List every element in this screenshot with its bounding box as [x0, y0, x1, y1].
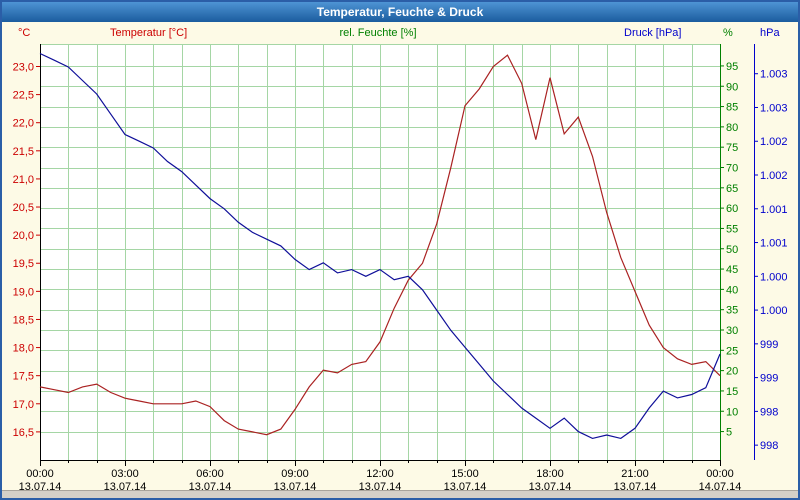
temperature-tick-label: 19,5 — [13, 258, 34, 270]
humidity-tick-label: 35 — [726, 305, 738, 317]
chart-plot[interactable]: 23,0 22,5 22,0 21,5 21,0 20,5 20,0 19,5 19,0 18,5… — [2, 42, 798, 490]
series-line-druck — [39, 52, 721, 440]
humidity-tick-label: 85 — [726, 102, 738, 114]
window-title: Temperatur, Feuchte & Druck — [316, 5, 484, 19]
pressure-tick-label: 998 — [760, 406, 778, 418]
date-tick-label: 14.07.14 — [699, 481, 742, 490]
temperature-tick-label: 16,5 — [13, 427, 34, 439]
date-tick-label: 13.07.14 — [104, 481, 147, 490]
humidity-tick-label: 5 — [726, 427, 732, 439]
humidity-tick-label: 50 — [726, 244, 738, 256]
time-tick-label: 09:00 — [281, 468, 309, 480]
series-line-temperatur — [39, 54, 721, 436]
humidity-tick-label: 45 — [726, 264, 738, 276]
date-tick-label: 13.07.14 — [359, 481, 402, 490]
humidity-axis-title: rel. Feuchte [%] — [339, 27, 417, 39]
time-tick-label: 03:00 — [111, 468, 139, 480]
horizontal-scrollbar[interactable] — [2, 490, 798, 498]
time-tick-label: 06:00 — [196, 468, 224, 480]
temp-unit-label: °C — [18, 27, 31, 39]
gridlines — [40, 44, 721, 460]
time-tick-label: 15:00 — [451, 468, 479, 480]
humidity-tick-label: 30 — [726, 325, 738, 337]
humidity-tick-label: 15 — [726, 386, 738, 398]
humidity-axis-labels: 95 90 85 80 75 70 65 60 55 50 45 40 35 30 25 20 15 10 5 — [720, 61, 738, 439]
pressure-tick-label: 998 — [760, 440, 778, 452]
pressure-tick-label: 1.003 — [760, 69, 788, 81]
pressure-tick-label: 1.002 — [760, 170, 788, 182]
time-tick-label: 12:00 — [366, 468, 394, 480]
pressure-tick-label: 999 — [760, 373, 778, 385]
temp-axis-title: Temperatur [°C] — [110, 27, 188, 39]
humidity-tick-label: 75 — [726, 142, 738, 154]
humidity-tick-label: 20 — [726, 366, 738, 378]
time-tick-label: 18:00 — [536, 468, 564, 480]
humidity-tick-label: 60 — [726, 203, 738, 215]
time-tick-label: 21:00 — [621, 468, 649, 480]
humidity-tick-label: 80 — [726, 122, 738, 134]
pressure-tick-label: 1.003 — [760, 102, 788, 114]
temperature-tick-label: 19,0 — [13, 286, 34, 298]
time-axis-labels: 00:0013.07.1403:0013.07.1406:0013.07.140… — [19, 460, 742, 490]
humidity-tick-label: 70 — [726, 163, 738, 175]
time-tick-label: 00:00 — [26, 468, 54, 480]
date-tick-label: 13.07.14 — [19, 481, 62, 490]
temperature-tick-label: 17,5 — [13, 371, 34, 383]
date-tick-label: 13.07.14 — [274, 481, 317, 490]
pressure-tick-label: 1.001 — [760, 204, 788, 216]
temperature-tick-label: 21,0 — [13, 174, 34, 186]
date-tick-label: 13.07.14 — [444, 481, 487, 490]
pressure-unit-label: hPa — [760, 27, 780, 39]
humidity-unit-label: % — [723, 27, 733, 39]
pressure-tick-label: 999 — [760, 339, 778, 351]
date-tick-label: 13.07.14 — [189, 481, 232, 490]
date-tick-label: 13.07.14 — [529, 481, 572, 490]
pressure-tick-label: 1.001 — [760, 238, 788, 250]
temperature-tick-label: 18,5 — [13, 314, 34, 326]
temperature-tick-label: 20,0 — [13, 230, 34, 242]
pressure-tick-label: 1.002 — [760, 136, 788, 148]
date-tick-label: 13.07.14 — [614, 481, 657, 490]
humidity-tick-label: 90 — [726, 81, 738, 93]
temperature-tick-label: 22,5 — [13, 90, 34, 102]
temperature-tick-label: 22,0 — [13, 118, 34, 130]
humidity-tick-label: 65 — [726, 183, 738, 195]
temperature-tick-label: 21,5 — [13, 146, 34, 158]
temperature-tick-label: 17,0 — [13, 399, 34, 411]
humidity-tick-label: 40 — [726, 284, 738, 296]
temperature-tick-label: 18,0 — [13, 343, 34, 355]
pressure-tick-label: 1.000 — [760, 271, 788, 283]
humidity-tick-label: 25 — [726, 345, 738, 357]
pressure-tick-label: 1.000 — [760, 305, 788, 317]
title-bar[interactable]: Temperatur, Feuchte & Druck — [2, 2, 798, 22]
pressure-axis-labels: 1.003 1.003 1.002 1.002 1.001 1.001 1.000 1.000… — [754, 69, 788, 452]
humidity-tick-label: 95 — [726, 61, 738, 73]
humidity-tick-label: 55 — [726, 223, 738, 235]
temperature-tick-label: 20,5 — [13, 202, 34, 214]
humidity-tick-label: 10 — [726, 406, 738, 418]
time-tick-label: 00:00 — [706, 468, 734, 480]
temperature-axis-labels: 23,0 22,5 22,0 21,5 21,0 20,5 20,0 19,5 19,0 18,5… — [13, 61, 40, 439]
temperature-tick-label: 23,0 — [13, 61, 34, 73]
pressure-axis-title: Druck [hPa] — [624, 27, 682, 39]
